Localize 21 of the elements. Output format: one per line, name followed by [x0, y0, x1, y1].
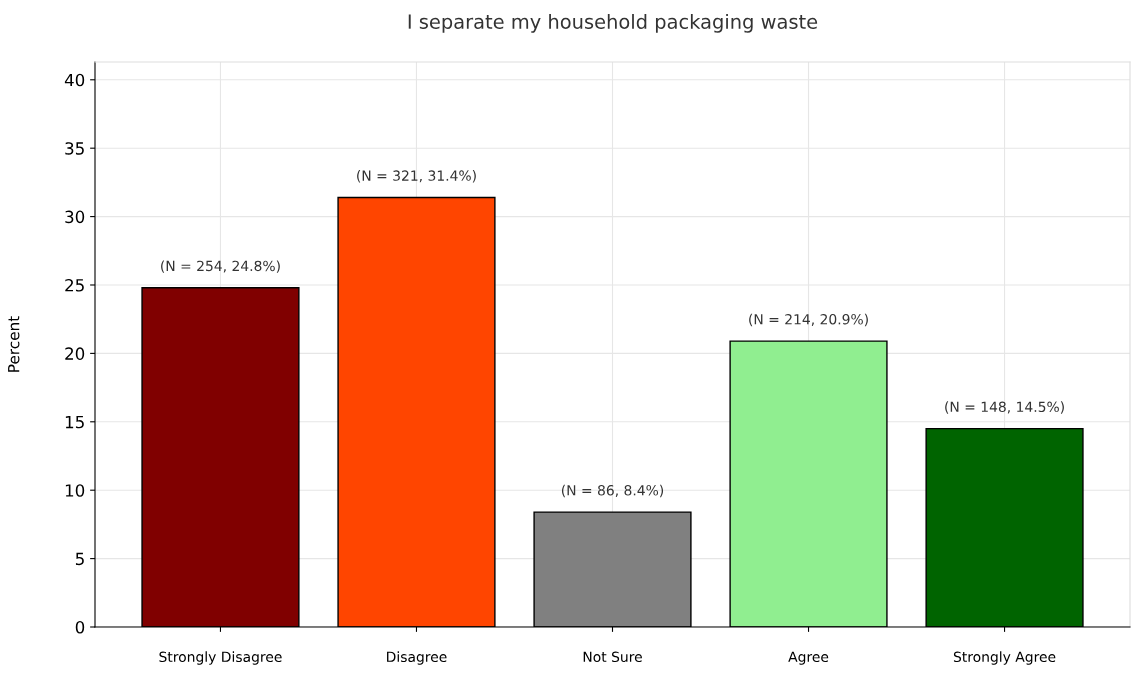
chart-title: I separate my household packaging waste [408, 13, 818, 33]
y-tick-label: 25 [65, 278, 84, 292]
y-tick-label: 5 [75, 552, 84, 566]
y-tick-label: 35 [65, 142, 84, 155]
y-tick-label: 20 [65, 347, 85, 360]
data-label: (N = 254, 24.8%) [161, 260, 280, 273]
data-label: (N = 86, 8.4%) [561, 484, 664, 498]
data-label: (N = 321, 31.4%) [357, 170, 476, 183]
x-tick-label: Not Sure [583, 651, 642, 663]
x-tick-label: Strongly Disagree [159, 651, 282, 665]
y-tick-label: 10 [65, 484, 85, 497]
data-label: (N = 148, 14.5%) [945, 401, 1064, 414]
data-label: (N = 214, 20.9%) [749, 313, 868, 327]
y-tick-label: 40 [64, 73, 85, 87]
x-tick-label: Disagree [387, 651, 447, 665]
y-tick-label: 30 [65, 210, 85, 224]
y-tick-label: 0 [75, 620, 85, 634]
y-tick-label: 15 [65, 415, 84, 429]
x-tick-label: Strongly Agree [953, 651, 1056, 665]
x-tick-label: Agree [788, 651, 829, 665]
y-axis-title: Percent [8, 316, 20, 372]
